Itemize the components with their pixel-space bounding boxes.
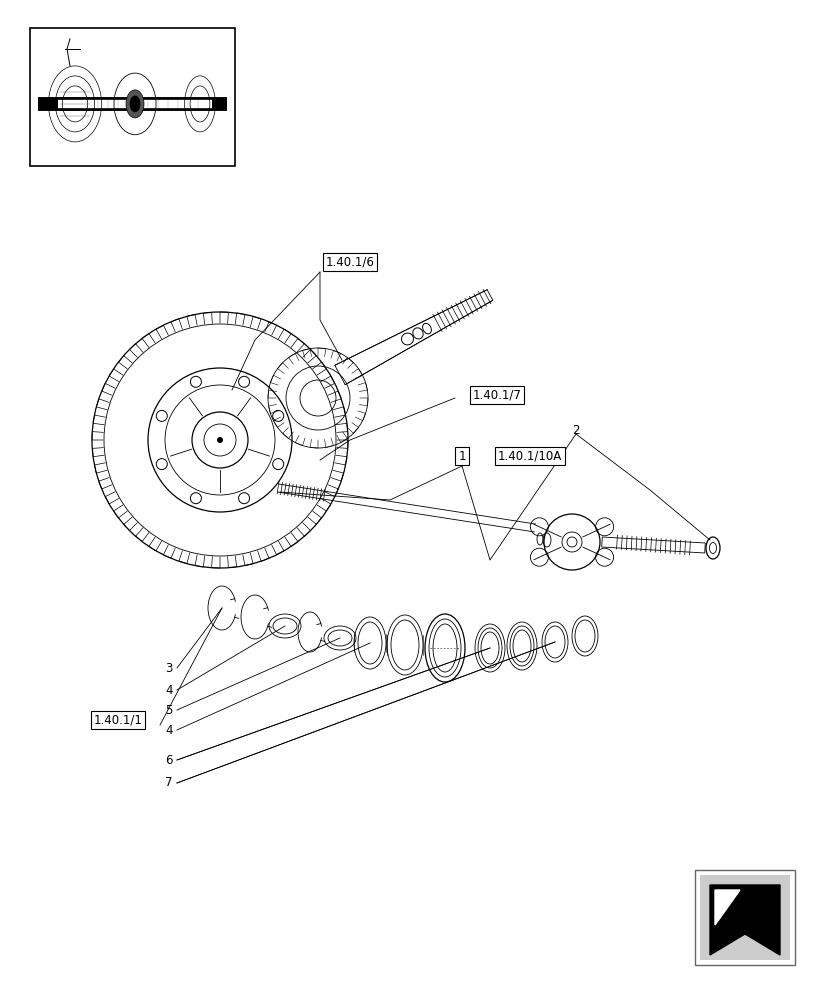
Text: 5: 5	[165, 704, 172, 716]
Text: 4: 4	[165, 684, 172, 696]
Text: 7: 7	[165, 776, 172, 789]
Polygon shape	[715, 890, 739, 925]
Bar	[694, 870, 794, 965]
Text: 1.40.1/1: 1.40.1/1	[93, 714, 142, 726]
Polygon shape	[709, 885, 779, 955]
Bar	[699, 875, 789, 960]
Text: 6: 6	[165, 754, 172, 766]
Ellipse shape	[130, 96, 140, 112]
Circle shape	[217, 437, 222, 443]
Text: 1.40.1/7: 1.40.1/7	[472, 388, 521, 401]
Text: 3: 3	[165, 662, 172, 674]
Text: 1: 1	[457, 450, 465, 462]
Text: 4: 4	[165, 724, 172, 736]
Text: 1.40.1/6: 1.40.1/6	[325, 255, 374, 268]
Polygon shape	[601, 537, 705, 553]
Bar	[30, 28, 235, 166]
Polygon shape	[334, 290, 492, 385]
Text: 2: 2	[571, 424, 579, 436]
Ellipse shape	[126, 90, 144, 118]
Text: 1.40.1/10A: 1.40.1/10A	[497, 450, 562, 462]
